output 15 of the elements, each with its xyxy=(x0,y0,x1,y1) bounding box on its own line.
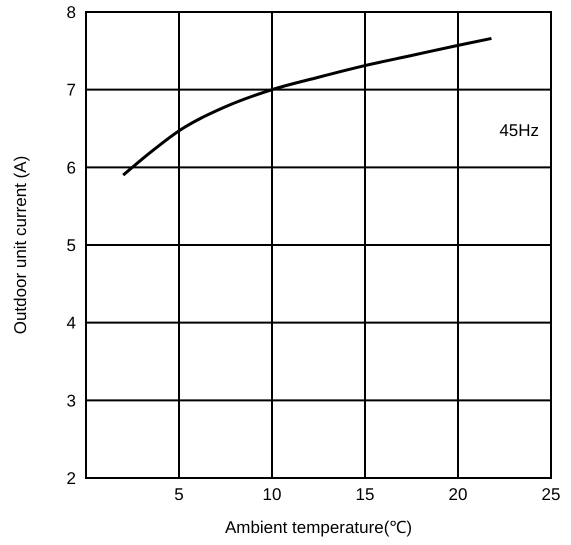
y-tick-label: 6 xyxy=(66,158,76,178)
y-tick-label: 4 xyxy=(66,314,76,333)
y-axis-title: Outdoor unit current (A) xyxy=(11,156,30,334)
y-tick-label: 8 xyxy=(66,2,76,22)
annotation: 45Hz xyxy=(499,121,539,140)
x-tick-label: 15 xyxy=(356,485,374,504)
y-tick-label: 5 xyxy=(66,236,76,255)
x-tick-label: 5 xyxy=(174,485,184,504)
x-tick-label: 25 xyxy=(542,485,560,504)
x-tick-label: 20 xyxy=(448,485,468,504)
x-axis-title: Ambient temperature(℃) xyxy=(224,518,412,537)
y-tick-label: 2 xyxy=(66,468,76,488)
x-tick-label: 10 xyxy=(262,485,282,504)
y-tick-label: 7 xyxy=(66,80,76,100)
y-tick-label: 3 xyxy=(66,391,76,410)
